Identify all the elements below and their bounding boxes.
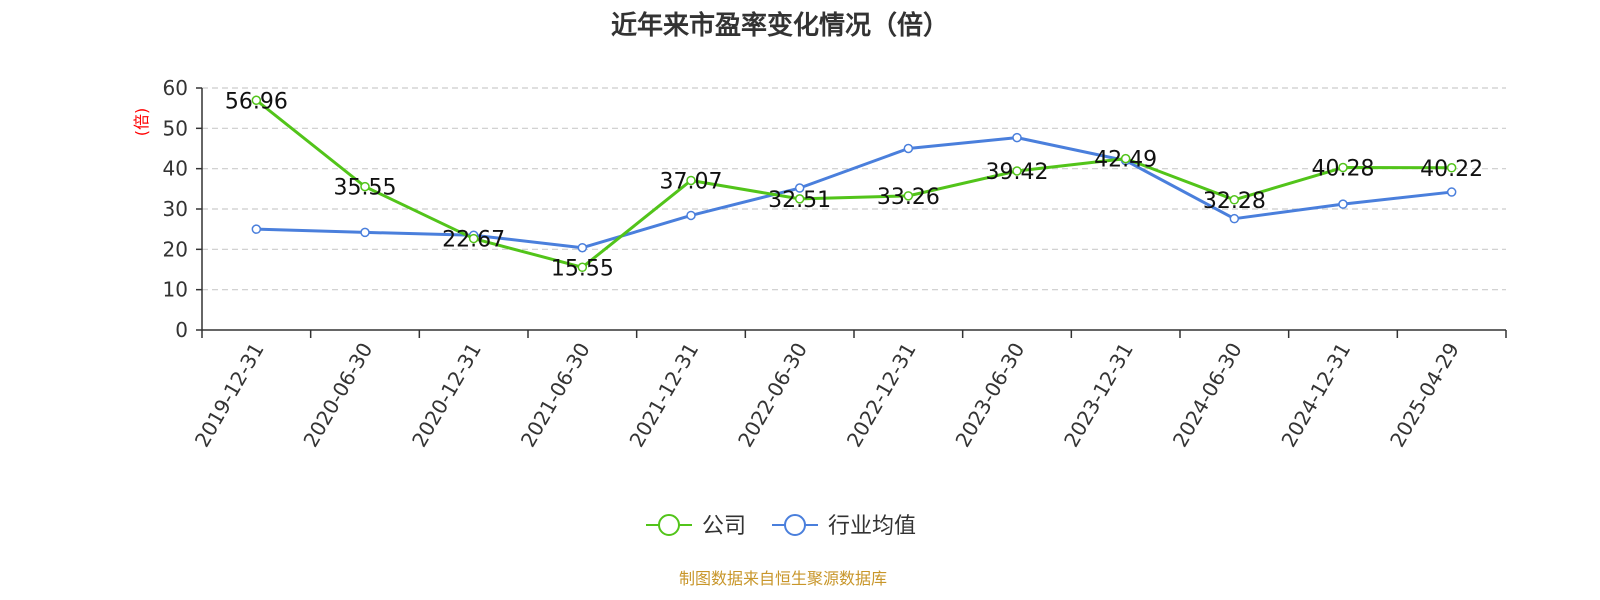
data-point (1446, 163, 1457, 173)
data-point (903, 191, 914, 201)
data-label: 40.22 (1420, 157, 1483, 182)
data-point (1338, 199, 1348, 209)
y-tick-label: 0 (175, 318, 188, 342)
data-point (794, 194, 805, 204)
data-point (468, 233, 479, 244)
legend[interactable]: 公司 行业均值 (646, 514, 916, 539)
legend-label: 公司 (702, 514, 746, 539)
legend-swatch-marker (658, 514, 680, 536)
data-point (1120, 153, 1131, 164)
data-point (251, 95, 262, 106)
legend-item-0[interactable]: 公司 (646, 514, 746, 539)
y-tick-label: 50 (163, 116, 188, 140)
data-point (1229, 195, 1240, 205)
data-label: 35.55 (334, 176, 397, 201)
chart-title: 近年来市盈率变化情况（倍） (611, 10, 949, 41)
x-tick-label: 2021-12-31 (624, 339, 703, 452)
x-tick-label: 2021-06-30 (516, 339, 595, 452)
data-point (1012, 166, 1022, 176)
data-point (686, 210, 696, 221)
data-label: 15.55 (551, 256, 614, 281)
data-point (360, 181, 370, 192)
legend-label: 行业均值 (828, 514, 916, 539)
data-point (360, 227, 370, 238)
data-label: 22.67 (442, 228, 505, 253)
x-tick-label: 2024-06-30 (1168, 339, 1247, 452)
x-tick-label: 2020-06-30 (298, 339, 377, 452)
x-tick-label: 2022-06-30 (733, 339, 812, 452)
data-label: 40.28 (1312, 157, 1375, 182)
data-point (903, 143, 914, 154)
data-label: 32.51 (768, 188, 831, 213)
source-note: 制图数据来自恒生聚源数据库 (679, 569, 887, 588)
data-point (1446, 187, 1457, 197)
series-layer (251, 95, 1457, 273)
data-point (251, 224, 262, 234)
data-label: 39.42 (986, 160, 1049, 185)
axes: 0 10 20 30 40 50 60 2019-12-31 2020-06-30 2020-12… (163, 76, 1507, 452)
y-tick-label: 40 (163, 157, 188, 181)
legend-item-1[interactable]: 行业均值 (772, 514, 916, 539)
x-tick-label: 2019-12-31 (190, 339, 269, 452)
data-point (1012, 132, 1022, 143)
data-label: 33.26 (877, 185, 940, 210)
data-point (577, 242, 588, 253)
y-tick-label: 60 (163, 76, 188, 100)
data-point (1229, 213, 1240, 224)
series-line-1 (256, 136, 1452, 250)
data-label: 32.28 (1203, 189, 1266, 214)
y-tick-label: 30 (163, 197, 188, 221)
x-tick-label: 2024-12-31 (1276, 339, 1355, 452)
x-tick-label: 2022-12-31 (842, 338, 921, 451)
y-axis-label: (倍) (132, 108, 151, 137)
data-point (577, 262, 588, 273)
data-label: 42.49 (1094, 148, 1157, 173)
x-tick-label: 2023-12-31 (1059, 339, 1138, 452)
data-point (794, 183, 805, 193)
legend-swatch-marker (784, 514, 806, 536)
data-point (686, 175, 696, 186)
data-label: 37.07 (660, 169, 723, 194)
series-line-0 (255, 99, 1452, 269)
y-tick-label: 20 (163, 237, 188, 261)
x-tick-label: 2020-12-31 (407, 338, 486, 451)
data-labels: 56.96 35.55 22.67 15.55 37.07 32.51 33.26 39.42… (225, 89, 1483, 281)
data-point (1338, 162, 1348, 173)
data-label: 56.96 (225, 89, 288, 114)
x-tick-label: 2025-04-29 (1385, 339, 1464, 452)
grid-lines (202, 87, 1506, 291)
x-tick-label: 2023-06-30 (950, 339, 1029, 452)
y-tick-label: 10 (163, 278, 188, 302)
